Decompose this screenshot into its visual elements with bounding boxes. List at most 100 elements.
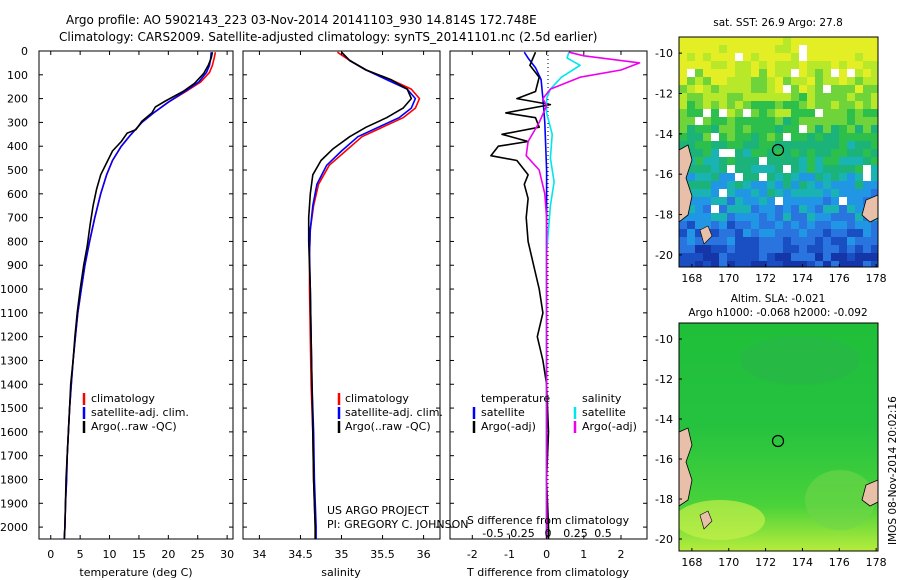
sst-cell xyxy=(759,253,767,261)
sst-cell xyxy=(783,261,791,267)
sst-cell xyxy=(679,117,687,125)
sst-cell xyxy=(807,165,815,173)
sst-cell xyxy=(711,69,719,77)
sst-cell xyxy=(735,117,743,125)
sst-cell xyxy=(863,165,871,173)
sst-cell xyxy=(863,237,871,245)
sst-cell xyxy=(711,165,719,173)
depth-tick-label: 1900 xyxy=(0,497,28,510)
sst-cell xyxy=(823,109,831,117)
sst-cell xyxy=(791,149,799,157)
sst-cell xyxy=(703,213,711,221)
sst-cell xyxy=(863,45,871,53)
sst-cell xyxy=(767,213,775,221)
sst-cell xyxy=(751,69,759,77)
sst-cell xyxy=(695,93,703,101)
sst-cell xyxy=(799,213,807,221)
sst-cell xyxy=(783,253,791,261)
map-lon-label: 178 xyxy=(866,272,887,285)
sst-cell xyxy=(839,181,847,189)
sst-cell xyxy=(783,189,791,197)
sst-cell xyxy=(703,101,711,109)
sst-cell xyxy=(751,189,759,197)
sst-cell xyxy=(679,109,687,117)
sst-cell xyxy=(847,61,855,69)
sst-cell xyxy=(791,109,799,117)
sst-cell xyxy=(807,229,815,237)
sst-cell xyxy=(735,85,743,93)
sst-map: sat. SST: 26.9 Argo: 27.8 168 170 172 174 17… xyxy=(655,17,887,285)
credit-project: US ARGO PROJECT xyxy=(327,504,429,517)
sst-cell xyxy=(775,133,783,141)
sst-cell xyxy=(743,77,751,85)
sst-cell xyxy=(791,93,799,101)
sst-cell xyxy=(703,117,711,125)
sst-cell xyxy=(791,229,799,237)
sst-cell xyxy=(799,229,807,237)
legend-climatology: climatology xyxy=(91,392,155,405)
sst-cell xyxy=(815,141,823,149)
sst-cell xyxy=(823,253,831,261)
sst-cell xyxy=(791,181,799,189)
sst-cell xyxy=(863,77,871,85)
sst-cell xyxy=(855,45,863,53)
sst-cell xyxy=(863,149,871,157)
s-diff-tick-label: -0.5 xyxy=(482,527,503,540)
sst-cell xyxy=(863,253,871,261)
sst-cell xyxy=(703,61,711,69)
sst-cell xyxy=(871,245,878,253)
sst-cell xyxy=(807,85,815,93)
sst-cell xyxy=(823,237,831,245)
depth-tick-label: 1000 xyxy=(0,283,28,296)
temperature-xlabel: temperature (deg C) xyxy=(79,566,192,579)
sst-cell xyxy=(823,133,831,141)
sst-cell xyxy=(831,197,839,205)
sst-cell xyxy=(807,53,815,61)
sst-cell xyxy=(871,149,878,157)
sst-cell xyxy=(839,37,847,45)
sst-cell xyxy=(847,205,855,213)
sst-cell xyxy=(711,189,719,197)
sst-cell xyxy=(767,261,775,267)
sst-cell xyxy=(871,165,878,173)
sst-cell xyxy=(831,253,839,261)
x-tick-label: 30 xyxy=(220,548,234,561)
sst-cell xyxy=(799,69,807,77)
sst-cell xyxy=(855,69,863,77)
sst-cell xyxy=(695,165,703,173)
sst-cell xyxy=(695,237,703,245)
sst-cell xyxy=(727,45,735,53)
header-line2: Climatology: CARS2009. Satellite-adjuste… xyxy=(59,30,597,44)
sst-cell xyxy=(687,53,695,61)
sst-cell xyxy=(711,77,719,85)
sst-cell xyxy=(711,245,719,253)
sst-cell xyxy=(759,213,767,221)
depth-tick-label: 1800 xyxy=(0,473,28,486)
sst-cell xyxy=(735,157,743,165)
sst-cell xyxy=(823,69,831,77)
sst-cell xyxy=(807,61,815,69)
sst-cell xyxy=(743,261,751,267)
depth-tick-label: 800 xyxy=(7,235,28,248)
sst-cell xyxy=(703,45,711,53)
sst-cell xyxy=(775,245,783,253)
sst-cell xyxy=(679,229,687,237)
sst-cell xyxy=(847,157,855,165)
sst-cell xyxy=(711,173,719,181)
sst-cell xyxy=(799,261,807,267)
map-lon-label: 174 xyxy=(792,556,813,569)
sst-cell xyxy=(751,173,759,181)
sst-cell xyxy=(823,221,831,229)
sst-cell xyxy=(679,45,687,53)
sst-cell xyxy=(695,149,703,157)
sst-cell xyxy=(823,173,831,181)
sst-cell xyxy=(791,205,799,213)
sst-cell xyxy=(703,221,711,229)
sst-cell xyxy=(727,85,735,93)
sst-cell xyxy=(711,229,719,237)
sst-cell xyxy=(743,237,751,245)
sst-cell xyxy=(767,173,775,181)
sst-cell xyxy=(839,197,847,205)
sst-cell xyxy=(847,149,855,157)
header-line1: Argo profile: AO 5902143_223 03-Nov-2014… xyxy=(66,13,537,27)
